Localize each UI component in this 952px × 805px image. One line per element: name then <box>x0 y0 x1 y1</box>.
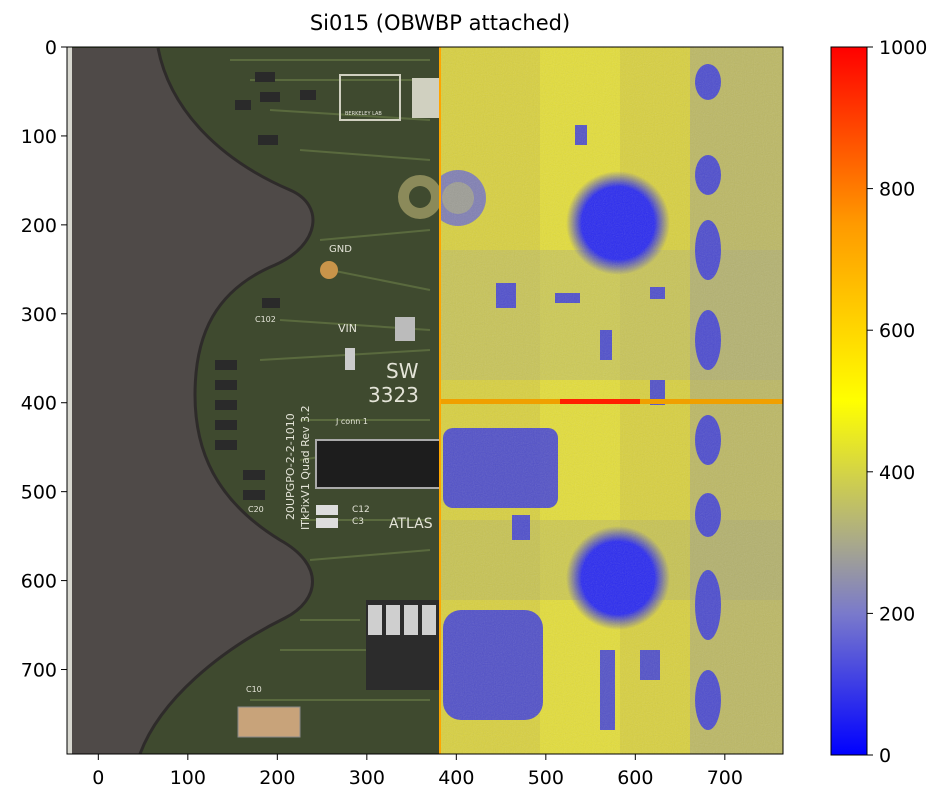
plot-frame <box>66 46 784 755</box>
y-tick-label: 700 <box>21 660 57 682</box>
x-tick-label: 0 <box>92 767 104 789</box>
colorbar-axis: 0 200 400 600 800 1000 <box>867 37 927 767</box>
board-label-part: 20UPGPO-2-2-1010 <box>284 413 297 520</box>
board-label-quad: ITkPixV1 Quad Rev 3.2 <box>299 405 312 530</box>
colorbar-tick-label: 800 <box>879 179 915 201</box>
pcb-components <box>215 72 442 738</box>
y-tick-label: 600 <box>21 571 57 593</box>
y-tick-label: 200 <box>21 215 57 237</box>
colorbar-tick-label: 200 <box>879 603 915 625</box>
x-tick-label: 100 <box>170 767 206 789</box>
heatmap-panel <box>440 47 783 754</box>
x-tick-label: 600 <box>617 767 653 789</box>
colorbar-tick-label: 400 <box>879 462 915 484</box>
colorbar-tick-label: 1000 <box>879 37 927 59</box>
y-tick-label: 300 <box>21 304 57 326</box>
board-label-sw: SW <box>386 359 419 383</box>
x-tick-label: 700 <box>707 767 743 789</box>
x-tick-label: 500 <box>528 767 564 789</box>
board-label-gnd: GND <box>329 244 352 255</box>
board-label-c10: C10 <box>246 685 262 694</box>
colorbar <box>830 46 868 756</box>
colorbar-tick-label: 600 <box>879 320 915 342</box>
y-tick-label: 0 <box>45 37 57 59</box>
board-label-vin: VIN <box>338 322 357 335</box>
board-label-atlas: ATLAS <box>389 516 433 532</box>
board-label-c3: C3 <box>352 517 364 527</box>
split-line <box>439 47 441 754</box>
board-label-lab: BERKELEY LAB <box>345 111 382 117</box>
x-tick-label: 300 <box>349 767 385 789</box>
x-axis: 0 100 200 300 400 500 600 700 <box>92 754 743 789</box>
plot-area: SW 3323 ATLAS GND VIN C102 C20 C12 C3 C1… <box>67 47 783 754</box>
y-tick-label: 100 <box>21 126 57 148</box>
pcb-labels: SW 3323 ATLAS GND VIN C102 C20 C12 C3 C1… <box>246 111 433 694</box>
board-label-c12: C12 <box>352 505 370 515</box>
chart-title: Si015 (OBWBP attached) <box>310 11 570 35</box>
board-label-jconn: J conn 1 <box>335 417 368 426</box>
y-axis: 0 100 200 300 400 500 600 700 <box>21 37 67 682</box>
x-tick-label: 400 <box>438 767 474 789</box>
dark-overlay-shape <box>72 48 313 754</box>
x-tick-label: 200 <box>259 767 295 789</box>
y-tick-label: 500 <box>21 482 57 504</box>
y-tick-label: 400 <box>21 393 57 415</box>
colorbar-tick-label: 0 <box>879 745 891 767</box>
board-label-3323: 3323 <box>368 383 419 407</box>
board-label-c102: C102 <box>255 315 276 324</box>
board-label-c20: C20 <box>248 505 264 514</box>
